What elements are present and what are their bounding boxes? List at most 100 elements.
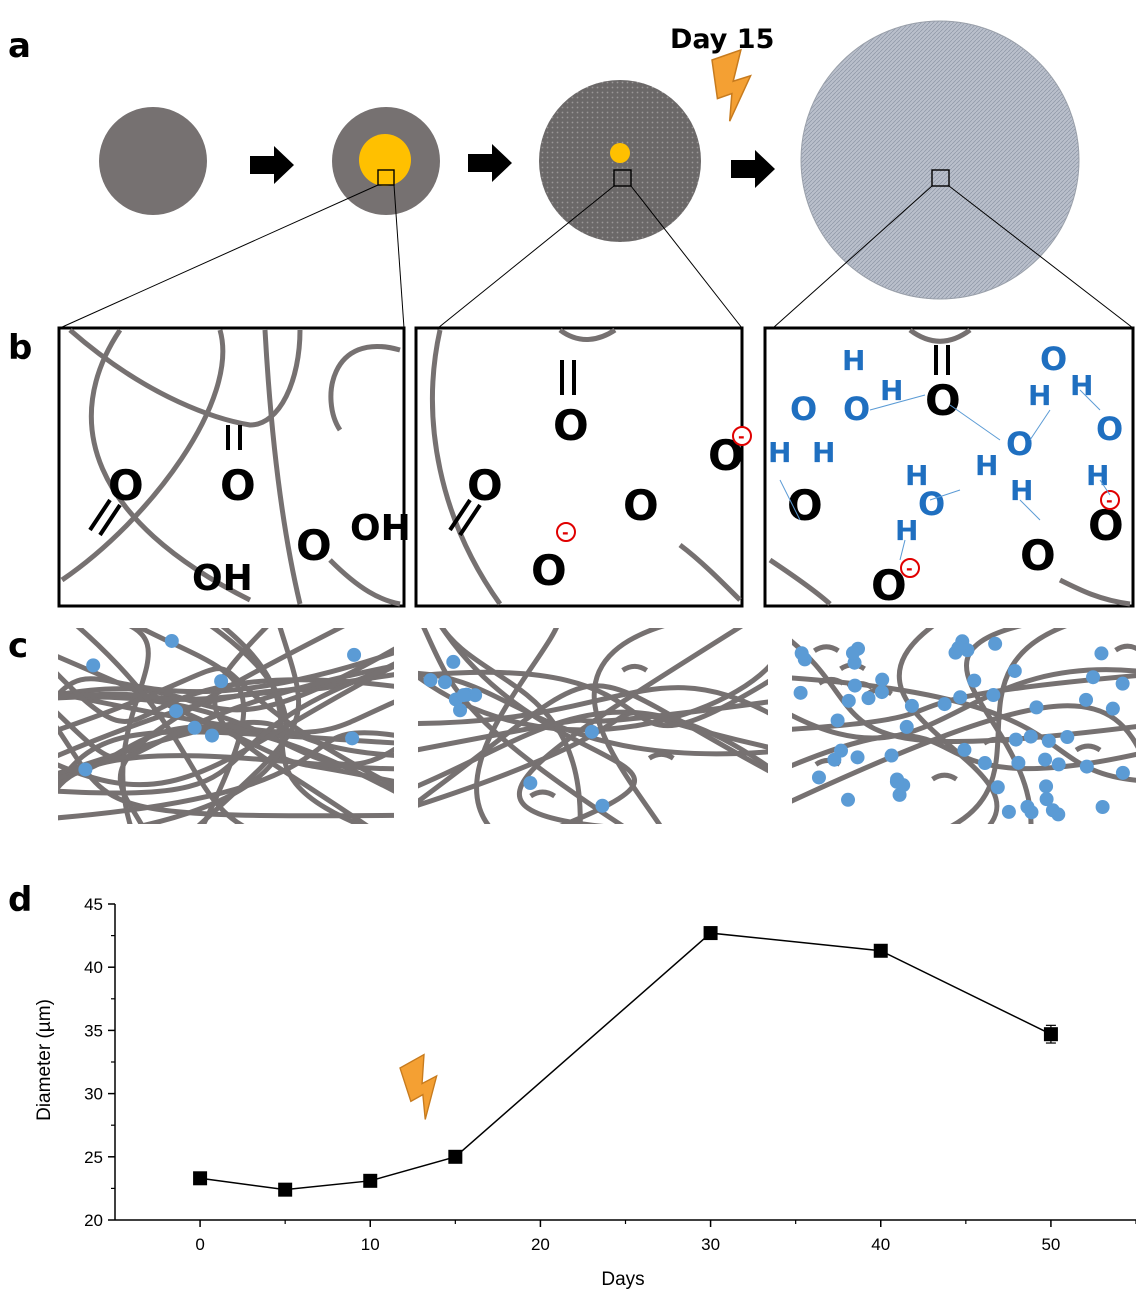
water-o: O xyxy=(1006,425,1033,463)
particle-swollen xyxy=(800,20,1080,300)
particle-dot xyxy=(904,698,919,713)
particle-dot xyxy=(1029,700,1044,715)
water-h: H xyxy=(975,449,998,482)
particle-yellow-core xyxy=(359,134,411,186)
particle-dot xyxy=(841,693,856,708)
fiber-fragment xyxy=(529,789,557,799)
particle-dot xyxy=(937,697,952,712)
particle-dot xyxy=(1039,779,1054,794)
water-h: H xyxy=(1028,379,1051,412)
chart-axes: 0 10 20 30 40 50 20 25 30 35 40 45 xyxy=(84,895,1136,1254)
series-line xyxy=(199,932,1052,1191)
particle-dot xyxy=(1086,670,1101,685)
chem-o: O xyxy=(531,546,567,595)
particle-dot xyxy=(1079,759,1094,774)
fiber-strand xyxy=(138,628,289,824)
particle-dot xyxy=(1051,757,1066,772)
panel-d-chart: 0 10 20 30 40 50 20 25 30 35 40 45 Days Diameter (µ… xyxy=(34,895,1136,1290)
chart-marks xyxy=(193,926,1058,1197)
fiber-network-2 xyxy=(418,628,768,824)
zoom-box-3 xyxy=(931,169,950,187)
x-tick-label: 30 xyxy=(701,1235,720,1254)
particle-dot xyxy=(794,646,809,661)
particle-dot xyxy=(830,713,845,728)
particle-dot xyxy=(1038,752,1053,767)
water-o: O xyxy=(1096,410,1123,448)
water-h: H xyxy=(1070,369,1093,402)
right-arrow-icon xyxy=(250,146,294,184)
lightning-icon xyxy=(397,1052,450,1123)
water-h: H xyxy=(905,459,928,492)
x-tick-label: 50 xyxy=(1041,1235,1060,1254)
particle-dot xyxy=(1041,733,1056,748)
data-point xyxy=(873,943,888,958)
fiber-fragment xyxy=(812,644,840,653)
day-label: Day 15 xyxy=(670,24,774,55)
particle-dot xyxy=(951,640,966,655)
fiber-fragment xyxy=(621,663,649,673)
particle-dot xyxy=(1095,799,1110,814)
water-h: H xyxy=(812,436,835,469)
charge-minus: - xyxy=(906,559,913,578)
particle-dot xyxy=(1007,663,1022,678)
fiber-fragment xyxy=(931,772,958,782)
fiber-strand xyxy=(212,628,369,824)
chem-o: O xyxy=(553,401,589,450)
data-point xyxy=(1043,1027,1058,1042)
fiber-fragment xyxy=(647,751,675,761)
particle-dot xyxy=(957,742,972,757)
panel-c-networks xyxy=(58,628,1136,824)
fiber-strand xyxy=(950,628,1068,824)
particle-dot xyxy=(204,728,219,743)
particle-dot xyxy=(811,770,826,785)
y-axis-title: Diameter (µm) xyxy=(34,999,55,1121)
chem-o: O xyxy=(467,461,503,510)
fiber-strand xyxy=(418,669,768,729)
fiber-fragment xyxy=(817,676,845,686)
water-o: O xyxy=(843,390,870,428)
panel-a-schematic: Day 15 xyxy=(59,20,1134,329)
charge-minus: - xyxy=(1106,491,1113,510)
particle-dot xyxy=(86,658,101,673)
particle-dot xyxy=(1001,804,1016,819)
fiber-network-3 xyxy=(792,628,1136,824)
particle-dot xyxy=(1105,701,1120,716)
water-h: H xyxy=(1086,459,1109,492)
particle-dot xyxy=(453,703,468,718)
particle-dot xyxy=(1079,692,1094,707)
particle-dot xyxy=(1051,807,1066,822)
particle-dot xyxy=(456,688,471,703)
fiber-fragment xyxy=(1074,743,1102,753)
chem-o: O xyxy=(1020,531,1056,580)
fiber-strand xyxy=(418,709,768,789)
particle-dot xyxy=(584,724,599,739)
data-point xyxy=(278,1182,293,1197)
data-point xyxy=(193,1171,208,1186)
particle-dot xyxy=(1011,755,1026,770)
particle-dot xyxy=(977,756,992,771)
panel-label-c: c xyxy=(8,626,29,666)
fiber-fragment xyxy=(1114,643,1136,653)
particle-initial xyxy=(99,107,207,215)
chem-o: O xyxy=(1088,501,1124,550)
particle-dot xyxy=(1039,792,1054,807)
particle-dot xyxy=(899,719,914,734)
particle-dot xyxy=(847,678,862,693)
fiber-strand xyxy=(58,663,394,788)
particle-dot xyxy=(850,750,865,765)
charge-minus: - xyxy=(562,523,569,542)
charge-minus: - xyxy=(738,427,745,446)
particle-dot xyxy=(523,776,538,791)
particle-dot xyxy=(889,774,904,789)
data-point xyxy=(703,926,718,941)
particle-small-core xyxy=(610,143,630,163)
fiber-fragment xyxy=(982,736,1010,746)
right-arrow-icon xyxy=(468,144,512,182)
panel-label-d: d xyxy=(8,880,33,920)
fiber-strand xyxy=(792,673,1136,732)
water-h: H xyxy=(842,344,865,377)
fiber-strand xyxy=(58,663,394,796)
y-tick-label: 25 xyxy=(84,1148,103,1167)
particle-dot xyxy=(990,780,1005,795)
particle-dot xyxy=(78,762,93,777)
